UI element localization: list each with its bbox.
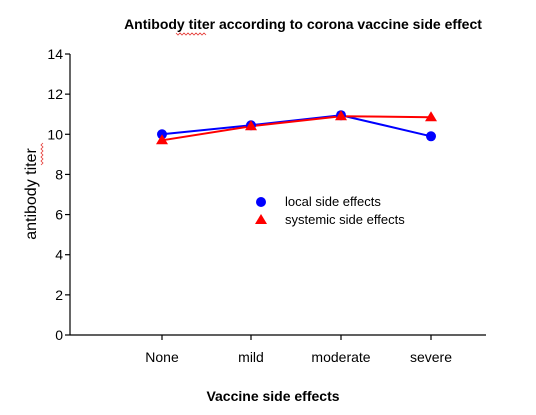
series-layer (156, 110, 437, 145)
legend-label-0: local side effects (285, 194, 381, 209)
x-tick-label: mild (238, 349, 264, 365)
legend-label-1: systemic side effects (285, 212, 405, 227)
chart-title: Antibody titer according to corona vacci… (124, 16, 482, 32)
data-point-0 (426, 131, 436, 142)
series-line-1 (161, 115, 432, 142)
y-tick-label: 14 (47, 46, 63, 62)
legend-marker-0 (256, 197, 266, 207)
data-point-1 (425, 111, 437, 122)
y-tick-label: 12 (47, 86, 63, 102)
x-axis-ticks: None mild moderate severe (145, 335, 452, 365)
x-tick-label: severe (410, 349, 452, 365)
x-tick-label: None (145, 349, 179, 365)
y-tick-label: 10 (47, 126, 63, 142)
data-point-1 (156, 134, 168, 145)
spellcheck-underline (175, 32, 207, 36)
y-axis-label: antibody titer (23, 148, 40, 240)
x-tick-label: moderate (311, 349, 370, 365)
y-tick-label: 4 (55, 247, 63, 263)
spellcheck-underline-y (40, 142, 44, 166)
y-tick-label: 8 (55, 166, 63, 182)
legend: local side effects systemic side effects (255, 194, 405, 227)
data-point-0 (157, 129, 167, 140)
data-point-1 (335, 110, 347, 121)
y-tick-label: 2 (55, 287, 63, 303)
y-axis-ticks: 0 2 4 6 8 10 12 14 (47, 46, 70, 343)
y-tick-label: 0 (55, 327, 63, 343)
y-tick-label: 6 (55, 207, 63, 223)
x-axis-label: Vaccine side effects (206, 388, 339, 404)
legend-marker-1 (255, 214, 267, 224)
data-point-1 (245, 120, 257, 131)
